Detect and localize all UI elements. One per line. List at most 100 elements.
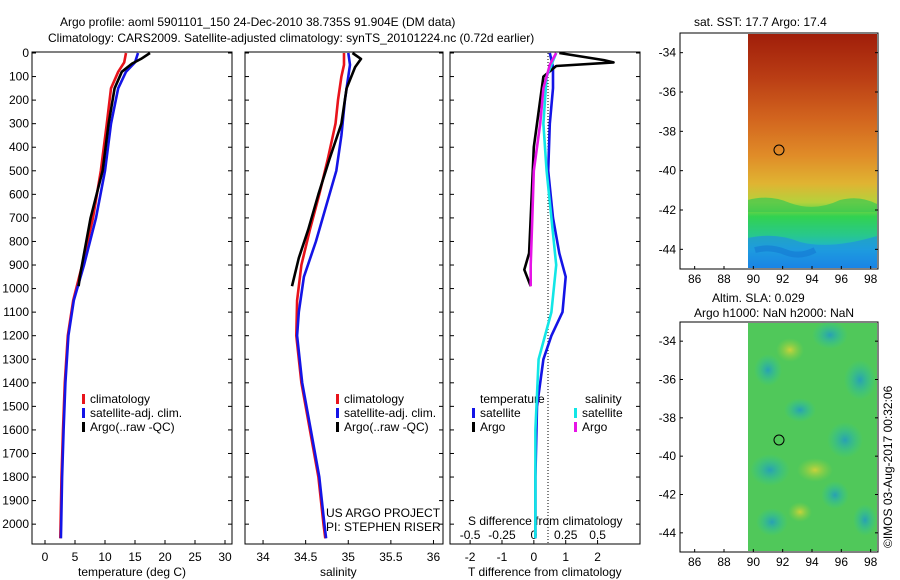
temperature-xlabel: temperature (deg C) [78, 565, 186, 579]
map-y-tick-label: -44 [659, 242, 677, 256]
difference-panel [449, 51, 641, 545]
temperature-legend: climatology satellite-adj. clim. Argo(..… [82, 392, 182, 434]
x-tick-label: -2 [465, 550, 476, 564]
legend-label-argo: Argo(..raw -QC) [344, 420, 429, 434]
x-tick-label: 1 [562, 550, 569, 564]
y-tick-label: 600 [9, 187, 29, 201]
figure-title-line1: Argo profile: aoml 5901101_150 24-Dec-20… [60, 15, 455, 29]
project-credit: US ARGO PROJECT [326, 506, 441, 520]
x-tick-label: 0 [531, 550, 538, 564]
y-tick-label: 2000 [2, 517, 29, 531]
map-y-tick-label: -34 [659, 46, 677, 60]
legend-swatch-satellite [336, 408, 339, 418]
map-x-tick-label: 88 [717, 272, 731, 286]
x-tick-label: 35.5 [379, 550, 403, 564]
map-x-tick-label: 92 [776, 555, 790, 569]
x-tick-label-salinity: 0.25 [554, 528, 578, 542]
y-tick-label: 1500 [2, 399, 29, 413]
x-tick-label: 36 [427, 550, 441, 564]
y-tick-label: 300 [9, 117, 29, 131]
legend-swatch-climatology [82, 394, 85, 404]
x-tick-label: 0 [42, 550, 49, 564]
map-x-tick-label: 92 [776, 272, 790, 286]
legend-swatch-satellite [82, 408, 85, 418]
series-line-sal_argo [529, 52, 558, 287]
sst-map-title: sat. SST: 17.7 Argo: 17.4 [694, 15, 827, 29]
imos-credit: ©IMOS 03-Aug-2017 00:32:06 [881, 385, 895, 548]
figure-title-line2: Climatology: CARS2009. Satellite-adjuste… [48, 31, 534, 45]
legend-swatch-sal-satellite [574, 408, 577, 418]
x-tick-label: 5 [72, 550, 79, 564]
map-y-tick-label: -40 [659, 449, 677, 463]
map-x-tick-label: 86 [688, 272, 702, 286]
x-tick-label: 34.5 [294, 550, 318, 564]
map-x-tick-label: 86 [688, 555, 702, 569]
legend-swatch-climatology [336, 394, 339, 404]
y-tick-label: 0 [22, 46, 29, 60]
map-y-tick-label: -38 [659, 411, 677, 425]
chart-marks: 0100200300400500600700800900100011001200… [2, 46, 878, 569]
sst-field [748, 34, 877, 268]
x-tick-label: 20 [158, 550, 172, 564]
x-tick-label: 10 [98, 550, 112, 564]
x-tick-label: 25 [188, 550, 202, 564]
map-y-tick-label: -42 [659, 203, 677, 217]
y-tick-label: 200 [9, 93, 29, 107]
x-tick-label-salinity: -0.25 [488, 528, 516, 542]
legend-swatch-temp-satellite [472, 408, 475, 418]
series-line-argo [290, 51, 363, 287]
map-x-tick-label: 94 [805, 272, 819, 286]
pi-credit: PI: STEPHEN RISER [326, 520, 441, 534]
x-tick-label: -1 [497, 550, 508, 564]
series-line-satellite [59, 52, 140, 539]
y-tick-label: 900 [9, 258, 29, 272]
x-tick-label: 34 [256, 550, 270, 564]
sla-map: Altim. SLA: 0.029 Argo h1000: NaN h2000:… [679, 291, 879, 553]
x-tick-label: 15 [128, 550, 142, 564]
series-line-argo [523, 51, 615, 287]
y-tick-label: 1800 [2, 470, 29, 484]
x-tick-label-salinity: -0.5 [460, 528, 481, 542]
map-x-tick-label: 94 [805, 555, 819, 569]
series-line-sal_satellite [534, 52, 558, 539]
legend-swatch-sal-argo [574, 422, 577, 432]
legend-label-satellite: satellite-adj. clim. [344, 406, 436, 420]
x-tick-label: 2 [594, 550, 601, 564]
salinity-xlabel: salinity [320, 565, 357, 579]
sla-map-title: Altim. SLA: 0.029 [712, 291, 805, 305]
legend-swatch-argo [336, 422, 339, 432]
difference-legend: temperature salinity satellite Argo sate… [472, 392, 623, 434]
map-y-tick-label: -44 [659, 526, 677, 540]
map-x-tick-label: 90 [747, 555, 761, 569]
y-tick-label: 1100 [3, 305, 29, 319]
map-x-tick-label: 98 [864, 272, 878, 286]
x-tick-label: 35 [342, 550, 356, 564]
y-tick-label: 1900 [2, 494, 29, 508]
y-tick-label: 1200 [2, 329, 29, 343]
y-tick-label: 100 [9, 70, 29, 84]
map-y-tick-label: -38 [659, 124, 677, 138]
legend-title-temperature: temperature [480, 392, 545, 406]
map-x-tick-label: 96 [835, 555, 849, 569]
y-tick-label: 400 [9, 140, 29, 154]
map-x-tick-label: 96 [835, 272, 849, 286]
series-line-argo [77, 51, 151, 287]
legend-label-satellite: satellite-adj. clim. [90, 406, 182, 420]
legend-label-climatology: climatology [90, 392, 150, 406]
y-tick-label: 1600 [2, 423, 29, 437]
sst-argo-marker [773, 144, 785, 156]
y-tick-label: 1700 [2, 446, 29, 460]
legend-label-climatology: climatology [344, 392, 404, 406]
y-tick-label: 500 [9, 164, 29, 178]
y-tick-label: 1000 [2, 282, 29, 296]
legend-label-sal-satellite: satellite [582, 406, 623, 420]
map-y-tick-label: -40 [659, 164, 677, 178]
map-x-tick-label: 98 [864, 555, 878, 569]
y-tick-label: 1300 [2, 352, 29, 366]
legend-label-sal-argo: Argo [582, 420, 608, 434]
legend-swatch-argo [82, 422, 85, 432]
legend-title-salinity: salinity [585, 392, 622, 406]
y-tick-label: 700 [9, 211, 29, 225]
map-x-tick-label: 90 [747, 272, 761, 286]
